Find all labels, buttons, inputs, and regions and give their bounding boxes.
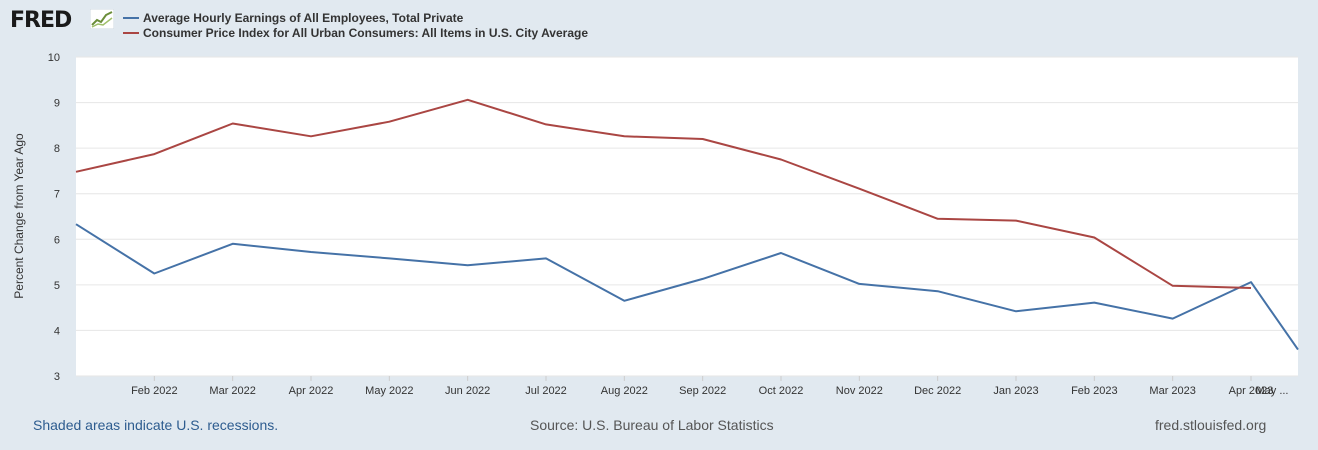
x-tick-label: Aug 2022	[601, 385, 648, 397]
x-tick-label: Apr 2023	[1229, 385, 1274, 397]
x-tick-label: Jan 2023	[993, 385, 1038, 397]
y-tick-label: 5	[54, 280, 60, 292]
x-tick-label: Dec 2022	[914, 385, 961, 397]
y-tick-label: 10	[48, 52, 60, 64]
y-tick-label: 8	[54, 143, 60, 155]
x-tick-label: Mar 2023	[1149, 385, 1195, 397]
legend-item-cpi[interactable]: Consumer Price Index for All Urban Consu…	[123, 26, 588, 40]
source-note: Source: U.S. Bureau of Labor Statistics	[530, 417, 774, 433]
y-tick-labels: 3 4 5 6 7 8 9 10	[48, 52, 60, 383]
x-tick-label: Oct 2022	[759, 385, 804, 397]
x-tick-label: Nov 2022	[836, 385, 883, 397]
gridlines	[76, 56, 1298, 377]
legend-label-earnings: Average Hourly Earnings of All Employees…	[143, 11, 464, 25]
x-tick-labels: Feb 2022 Mar 2022 Apr 2022 May 2022 Jun 2022…	[131, 376, 1289, 397]
recession-note-link[interactable]: Shaded areas indicate U.S. recessions.	[33, 417, 279, 433]
y-tick-label: 6	[54, 234, 60, 246]
y-tick-label: 4	[54, 325, 60, 337]
fred-logo[interactable]: FRED	[10, 8, 72, 33]
y-tick-label: 9	[54, 98, 60, 110]
series-line-1[interactable]	[75, 98, 1252, 289]
site-url-link[interactable]: fred.stlouisfed.org	[1155, 417, 1267, 433]
series-line-0[interactable]	[75, 223, 1299, 351]
x-tick-label: Apr 2022	[289, 385, 334, 397]
legend-label-cpi: Consumer Price Index for All Urban Consu…	[143, 26, 588, 40]
fred-chart-icon	[90, 9, 114, 29]
x-tick-label: Jul 2022	[525, 385, 567, 397]
line-chart: 3 4 5 6 7 8 9 10 Feb 2022 Mar 2022 Apr 2022 May 20…	[48, 52, 1299, 397]
x-tick-label: Feb 2023	[1071, 385, 1117, 397]
x-tick-label: Feb 2022	[131, 385, 177, 397]
x-tick-label: May ...	[1255, 385, 1288, 397]
legend-item-earnings[interactable]: Average Hourly Earnings of All Employees…	[123, 11, 463, 25]
plot-area	[76, 57, 1298, 376]
legend-swatch-cpi	[123, 31, 139, 34]
legend-swatch-earnings	[123, 16, 139, 19]
x-tick-label: Mar 2022	[209, 385, 255, 397]
x-tick-label: May 2022	[365, 385, 413, 397]
y-tick-label: 3	[54, 371, 60, 383]
x-tick-label: Jun 2022	[445, 385, 490, 397]
series-lines	[75, 98, 1299, 351]
x-tick-label: Sep 2022	[679, 385, 726, 397]
y-tick-label: 7	[54, 189, 60, 201]
